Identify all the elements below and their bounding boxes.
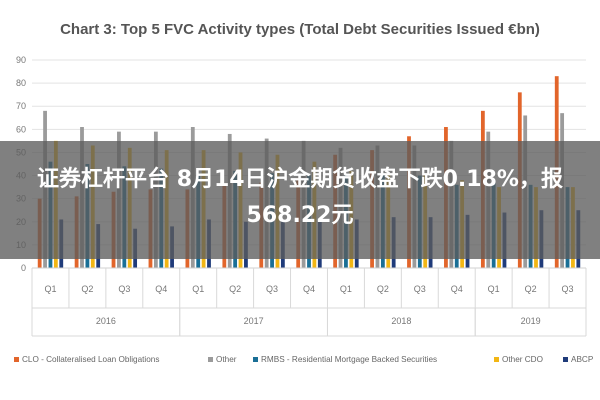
legend-swatch [253,357,258,362]
x-tick-label: Q1 [488,284,500,294]
y-tick-label: 0 [21,263,26,273]
legend-swatch [563,357,568,362]
year-group-label: 2017 [244,316,264,326]
y-tick-label: 80 [16,78,26,88]
legend-label: CLO - Collateralised Loan Obligations [22,355,159,364]
year-group-label: 2016 [96,316,116,326]
year-group-label: 2019 [521,316,541,326]
y-tick-label: 60 [16,124,26,134]
x-tick-label: Q3 [562,284,574,294]
x-axis: Q1 Q2 Q3 Q4 Q1 Q2 Q3 Q4 Q1 Q2 Q3 Q4 Q1 Q2 Q3 2016 2017 20… [31,267,587,337]
legend-label: ABCP [571,355,594,364]
x-tick-label: Q4 [451,284,463,294]
y-tick-label: 70 [16,101,26,111]
headline-overlay-band [0,141,600,259]
legend-label: RMBS - Residential Mortgage Backed Secur… [261,355,437,364]
legend-label: Other CDO [502,355,543,364]
x-tick-label: Q3 [118,284,130,294]
x-tick-label: Q1 [340,284,352,294]
headline-overlay-text: 证券杠杆平台 8月14日沪金期货收盘下跌0.18%，报 568.22元 [37,167,563,228]
y-tick-label: 90 [16,55,26,65]
x-tick-label: Q2 [81,284,93,294]
x-tick-label: Q1 [192,284,204,294]
x-tick-label: Q3 [414,284,426,294]
legend-swatch [14,357,19,362]
x-tick-label: Q2 [525,284,537,294]
x-tick-label: Q2 [229,284,241,294]
x-tick-label: Q1 [44,284,56,294]
legend-swatch [494,357,499,362]
year-group-label: 2018 [391,316,411,326]
x-tick-label: Q4 [303,284,315,294]
legend: CLO - Collateralised Loan Obligations Oth… [14,355,594,364]
legend-label: Other [216,355,237,364]
x-tick-label: Q4 [155,284,167,294]
legend-swatch [208,357,213,362]
chart-title: Chart 3: Top 5 FVC Activity types (Total… [60,21,540,38]
x-tick-label: Q2 [377,284,389,294]
x-tick-label: Q3 [266,284,278,294]
